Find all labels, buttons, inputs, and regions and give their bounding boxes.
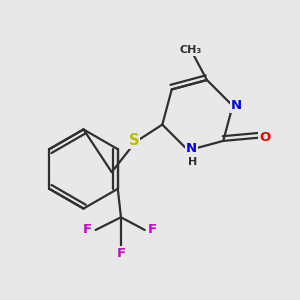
Text: N: N <box>186 142 197 155</box>
Text: CH₃: CH₃ <box>180 45 202 55</box>
Text: N: N <box>231 99 242 112</box>
Text: O: O <box>260 131 271 144</box>
Text: H: H <box>188 158 197 167</box>
Text: F: F <box>116 247 125 260</box>
Text: F: F <box>148 224 157 236</box>
Text: F: F <box>83 224 92 236</box>
Text: S: S <box>129 133 139 148</box>
